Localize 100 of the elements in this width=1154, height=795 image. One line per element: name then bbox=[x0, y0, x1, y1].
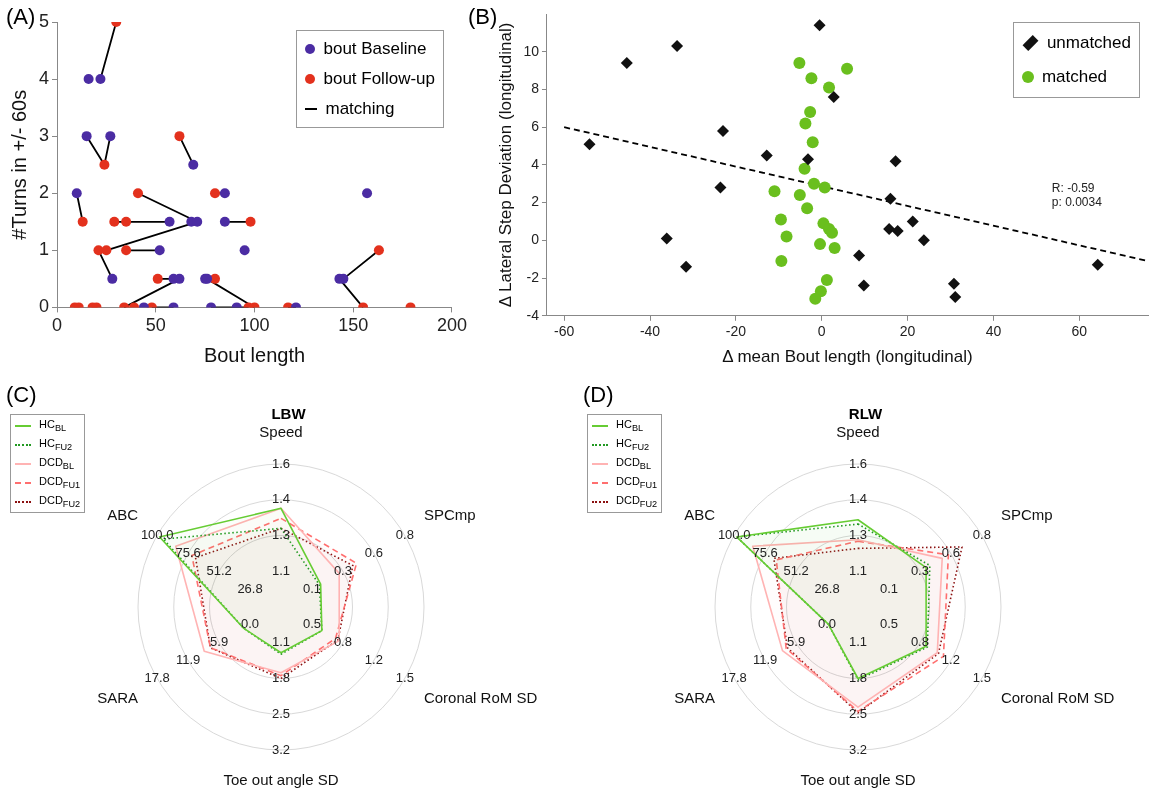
x-tick-label: 20 bbox=[899, 323, 916, 340]
text: 1.3 bbox=[271, 527, 291, 543]
text: 5.9 bbox=[787, 634, 806, 650]
x-axis-title: Δ mean Bout length (longitudinal) bbox=[722, 347, 973, 367]
spoke-label: Speed bbox=[836, 423, 880, 441]
spoke-label: Coronal RoM SD bbox=[423, 688, 538, 706]
spoke-label: SPCmp bbox=[423, 505, 476, 523]
text: 5.9 bbox=[210, 634, 229, 650]
text: 17.8 bbox=[721, 670, 747, 686]
text: 0.8 bbox=[972, 527, 991, 543]
spoke-label: SARA bbox=[674, 688, 716, 706]
y-tick-label: 10 bbox=[523, 42, 540, 59]
text: 100.0 bbox=[140, 527, 174, 543]
legend-label: matched bbox=[1041, 67, 1108, 87]
text: 11.9 bbox=[752, 652, 778, 668]
legend-label: DCD$_{FU2}$ bbox=[616, 493, 658, 510]
text: 26.8 bbox=[237, 580, 263, 596]
text: (C) bbox=[6, 382, 37, 408]
y-axis-title: Δ Lateral Step Deviation (longitudinal) bbox=[495, 22, 515, 308]
text: 1.1 bbox=[848, 634, 868, 650]
spoke-label: ABC bbox=[684, 505, 716, 523]
text: 0.5 bbox=[879, 616, 898, 632]
text: 26.8 bbox=[814, 580, 840, 596]
text: 1.4 bbox=[271, 491, 291, 507]
text: 75.6 bbox=[175, 544, 201, 560]
x-tick-label: -40 bbox=[639, 323, 661, 340]
x-tick-label: 0 bbox=[817, 323, 826, 340]
legend-label: DCD$_{FU1}$ bbox=[39, 474, 81, 491]
text: 1.1 bbox=[271, 634, 291, 650]
x-tick-label: 100 bbox=[239, 315, 270, 336]
annotation: p: 0.0034 bbox=[1051, 195, 1102, 210]
legend-label: DCD$_{FU2}$ bbox=[39, 493, 81, 510]
y-tick-label: 0 bbox=[531, 231, 540, 248]
text: (D) bbox=[583, 382, 614, 408]
text: 2.5 bbox=[848, 705, 868, 721]
legend-label: HC$_{FU2}$ bbox=[39, 436, 73, 453]
y-tick-label: 2 bbox=[531, 193, 540, 210]
x-axis-title: Bout length bbox=[203, 343, 306, 366]
chart-title: LBW bbox=[271, 405, 307, 423]
spoke-label: SARA bbox=[97, 688, 139, 706]
text: 75.6 bbox=[752, 544, 778, 560]
legend-label: DCD$_{BL}$ bbox=[616, 455, 652, 472]
text: 0.1 bbox=[879, 580, 898, 596]
legend-label: bout Follow-up bbox=[323, 69, 435, 89]
text: 1.2 bbox=[941, 652, 960, 668]
spoke-label: Coronal RoM SD bbox=[1000, 688, 1115, 706]
text: 0.5 bbox=[302, 616, 321, 632]
spoke-label: ABC bbox=[107, 505, 139, 523]
legend-label: HC$_{BL}$ bbox=[39, 417, 67, 434]
legend-label: matching bbox=[325, 99, 395, 119]
legend-label: DCD$_{BL}$ bbox=[39, 455, 75, 472]
text: 1.4 bbox=[848, 491, 868, 507]
x-tick-label: 40 bbox=[985, 323, 1002, 340]
y-tick-label: -4 bbox=[526, 306, 540, 323]
y-tick-label: 6 bbox=[531, 118, 540, 135]
x-tick-label: 50 bbox=[145, 315, 166, 336]
x-tick-label: -60 bbox=[554, 323, 575, 340]
text: 1.6 bbox=[848, 455, 868, 471]
text: 3.2 bbox=[848, 741, 868, 757]
text: 1.3 bbox=[848, 527, 868, 543]
chart-title: RLW bbox=[848, 405, 883, 423]
text: 1.1 bbox=[848, 562, 868, 578]
annotation: R: -0.59 bbox=[1051, 181, 1095, 196]
spoke-label: Toe out angle SD bbox=[223, 771, 339, 789]
x-tick-label: 60 bbox=[1071, 323, 1088, 340]
y-tick-label: -2 bbox=[526, 268, 540, 285]
y-tick-label: 4 bbox=[531, 155, 540, 172]
text: 51.2 bbox=[783, 562, 809, 578]
y-tick-label: 5 bbox=[39, 10, 50, 31]
text: 2.5 bbox=[271, 705, 291, 721]
y-tick-label: 4 bbox=[39, 68, 50, 89]
spoke-label: Speed bbox=[259, 423, 303, 441]
spoke-label: SPCmp bbox=[1000, 505, 1053, 523]
text: 51.2 bbox=[206, 562, 232, 578]
spoke-label: Toe out angle SD bbox=[800, 771, 916, 789]
y-axis-title: #Turns in +/- 60s bbox=[7, 89, 30, 240]
x-tick-label: 200 bbox=[436, 315, 468, 336]
text: 0.6 bbox=[941, 544, 960, 560]
y-tick-label: 3 bbox=[39, 125, 50, 146]
text: 0.8 bbox=[395, 527, 414, 543]
text: 11.9 bbox=[175, 652, 201, 668]
legend-label: unmatched bbox=[1046, 33, 1131, 53]
legend-label: DCD$_{FU1}$ bbox=[616, 474, 658, 491]
legend-label: bout Baseline bbox=[323, 39, 427, 59]
text: 0.6 bbox=[364, 544, 383, 560]
text: 1.6 bbox=[271, 455, 291, 471]
legend-label: HC$_{BL}$ bbox=[616, 417, 644, 434]
text: 17.8 bbox=[144, 670, 170, 686]
text: 1.5 bbox=[972, 670, 991, 686]
text: (A) bbox=[6, 4, 36, 30]
y-tick-label: 1 bbox=[39, 239, 50, 260]
text: 1.5 bbox=[395, 670, 414, 686]
x-tick-label: 150 bbox=[338, 315, 369, 336]
text: 1.2 bbox=[364, 652, 383, 668]
y-tick-label: 0 bbox=[39, 296, 50, 317]
text: 1.8 bbox=[271, 670, 291, 686]
text: 1.1 bbox=[271, 562, 291, 578]
text: 100.0 bbox=[717, 527, 751, 543]
text: 0.3 bbox=[333, 562, 352, 578]
text: 0.0 bbox=[241, 616, 260, 632]
